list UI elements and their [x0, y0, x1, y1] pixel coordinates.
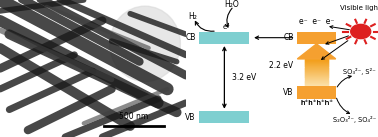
- Polygon shape: [297, 44, 336, 59]
- Bar: [305, 72, 328, 73]
- Bar: [305, 63, 328, 64]
- Bar: [305, 64, 328, 65]
- Bar: [305, 61, 328, 62]
- Bar: [305, 68, 328, 69]
- Bar: [305, 83, 328, 84]
- Bar: [305, 60, 328, 61]
- Bar: [305, 77, 328, 78]
- Ellipse shape: [110, 6, 180, 82]
- Text: VB: VB: [185, 113, 195, 122]
- Bar: [305, 65, 328, 66]
- Text: h⁺h⁺h⁺h⁺: h⁺h⁺h⁺h⁺: [300, 100, 333, 106]
- Bar: [305, 76, 328, 77]
- Circle shape: [351, 24, 371, 39]
- Bar: [305, 85, 328, 86]
- Text: S₂O₃²⁻, SO₄²⁻: S₂O₃²⁻, SO₄²⁻: [333, 116, 376, 123]
- Bar: [305, 85, 328, 86]
- Bar: [305, 62, 328, 63]
- Bar: [305, 59, 328, 60]
- Bar: [305, 74, 328, 75]
- Text: h⁻h⁻h⁻h⁻: h⁻h⁻h⁻h⁻: [300, 100, 333, 106]
- Bar: [305, 78, 328, 79]
- Bar: [305, 74, 328, 75]
- Text: e⁻  e⁻  e⁻: e⁻ e⁻ e⁻: [299, 17, 335, 26]
- Bar: [305, 81, 328, 82]
- Bar: [305, 66, 328, 67]
- Text: H₂O: H₂O: [225, 0, 239, 9]
- Text: CB: CB: [185, 33, 195, 42]
- Bar: [305, 75, 328, 76]
- Bar: [305, 59, 328, 60]
- Bar: [305, 65, 328, 66]
- Bar: [305, 83, 328, 84]
- Bar: [305, 67, 328, 68]
- Bar: [200, 111, 249, 123]
- Bar: [305, 70, 328, 71]
- Bar: [305, 84, 328, 85]
- Bar: [305, 80, 328, 81]
- Text: e⁻: e⁻: [223, 24, 231, 30]
- Bar: [305, 63, 328, 64]
- Text: VB: VB: [283, 88, 293, 97]
- Bar: [297, 86, 336, 99]
- Bar: [305, 72, 328, 73]
- Bar: [305, 70, 328, 71]
- Bar: [305, 81, 328, 82]
- Text: SO₃²⁻, S²⁻: SO₃²⁻, S²⁻: [343, 68, 376, 75]
- Text: 3.2 eV: 3.2 eV: [232, 73, 256, 82]
- Bar: [305, 71, 328, 72]
- Text: 2.2 eV: 2.2 eV: [270, 61, 293, 70]
- Text: CB: CB: [283, 33, 293, 42]
- Bar: [305, 73, 328, 74]
- Bar: [305, 79, 328, 80]
- Text: 500 nm: 500 nm: [119, 112, 149, 121]
- Text: H₂: H₂: [188, 12, 197, 21]
- Text: Visible light: Visible light: [340, 5, 378, 11]
- Bar: [305, 76, 328, 77]
- Bar: [305, 69, 328, 70]
- Bar: [200, 32, 249, 44]
- Bar: [305, 82, 328, 83]
- Bar: [305, 61, 328, 62]
- Bar: [297, 32, 336, 44]
